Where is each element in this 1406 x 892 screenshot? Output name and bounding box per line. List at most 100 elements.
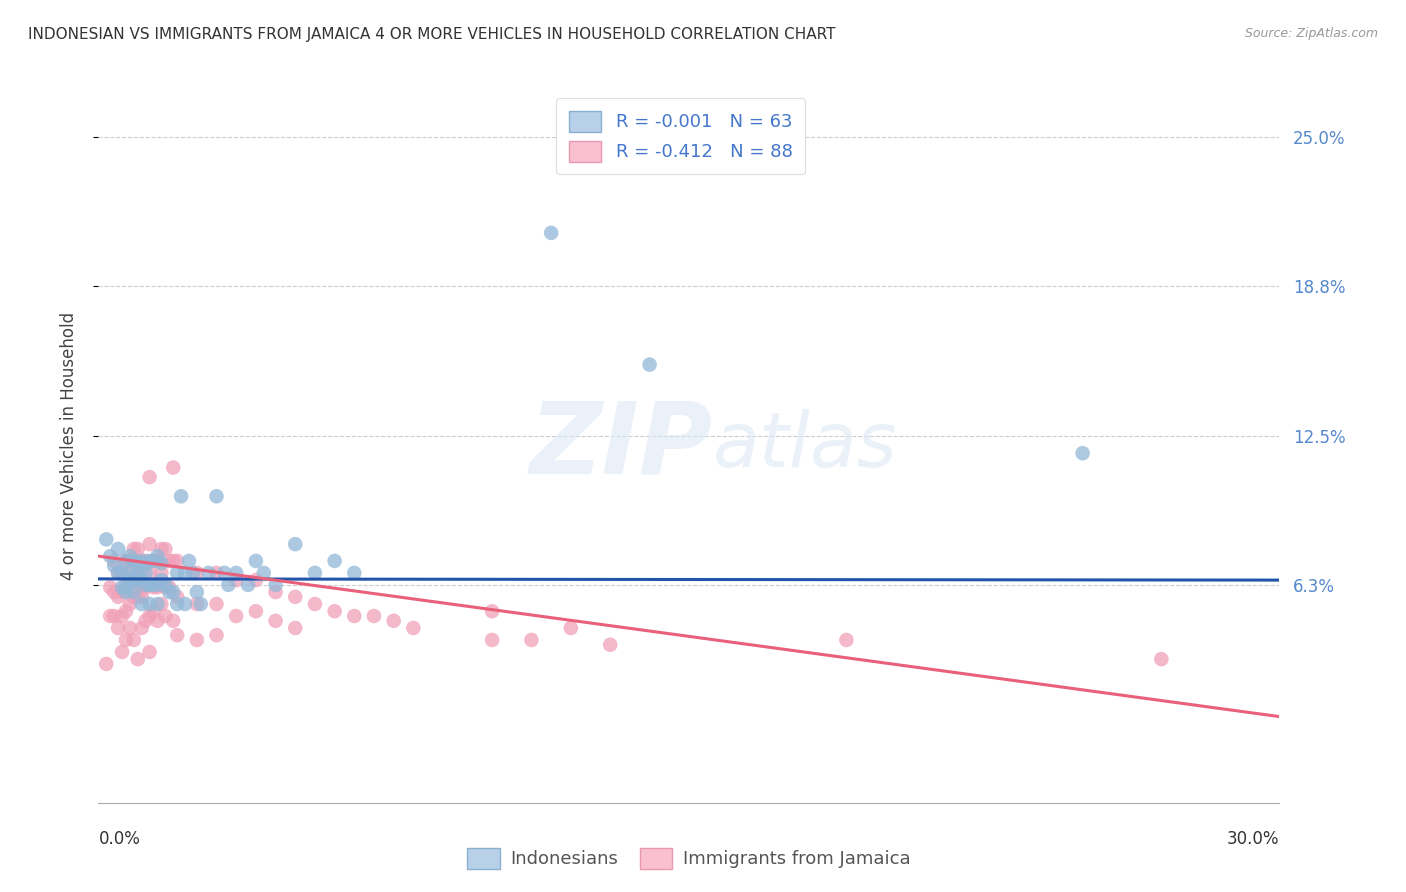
Point	[284, 590, 307, 604]
Point	[118, 578, 141, 592]
Point	[150, 557, 173, 571]
Point	[170, 489, 193, 503]
Point	[118, 573, 141, 587]
Point	[162, 614, 184, 628]
Point	[166, 554, 188, 568]
Point	[205, 597, 228, 611]
Point	[98, 609, 121, 624]
Point	[245, 573, 267, 587]
Point	[177, 554, 200, 568]
Point	[98, 549, 121, 563]
Point	[162, 554, 184, 568]
Point	[111, 609, 134, 624]
Point	[107, 590, 129, 604]
Point	[264, 585, 287, 599]
Point	[540, 226, 562, 240]
Point	[150, 541, 173, 556]
Point	[245, 554, 267, 568]
Point	[323, 604, 346, 618]
Point	[520, 632, 543, 647]
Point	[115, 554, 138, 568]
Point	[304, 566, 326, 580]
Point	[323, 554, 346, 568]
Text: INDONESIAN VS IMMIGRANTS FROM JAMAICA 4 OR MORE VEHICLES IN HOUSEHOLD CORRELATIO: INDONESIAN VS IMMIGRANTS FROM JAMAICA 4 …	[28, 27, 835, 42]
Point	[103, 585, 125, 599]
Point	[111, 580, 134, 594]
Point	[107, 541, 129, 556]
Point	[157, 585, 180, 599]
Point	[118, 597, 141, 611]
Point	[245, 604, 267, 618]
Point	[135, 614, 157, 628]
Point	[118, 549, 141, 563]
Point	[174, 597, 197, 611]
Point	[142, 578, 165, 592]
Point	[142, 580, 165, 594]
Point	[103, 554, 125, 568]
Point	[186, 632, 208, 647]
Point	[150, 597, 173, 611]
Point	[107, 566, 129, 580]
Point	[166, 597, 188, 611]
Point	[402, 621, 425, 635]
Point	[111, 585, 134, 599]
Point	[190, 597, 212, 611]
Point	[111, 566, 134, 580]
Point	[127, 566, 149, 580]
Point	[122, 632, 145, 647]
Point	[146, 549, 169, 563]
Point	[107, 621, 129, 635]
Point	[225, 566, 247, 580]
Point	[1150, 652, 1173, 666]
Point	[155, 609, 177, 624]
Point	[205, 566, 228, 580]
Point	[142, 554, 165, 568]
Point	[166, 590, 188, 604]
Point	[186, 585, 208, 599]
Point	[96, 533, 118, 547]
Point	[1071, 446, 1094, 460]
Point	[264, 614, 287, 628]
Point	[118, 621, 141, 635]
Point	[135, 557, 157, 571]
Point	[146, 578, 169, 592]
Point	[131, 621, 153, 635]
Point	[481, 604, 503, 618]
Point	[138, 470, 160, 484]
Y-axis label: 4 or more Vehicles in Household: 4 or more Vehicles in Household	[59, 312, 77, 580]
Point	[127, 557, 149, 571]
Point	[186, 566, 208, 580]
Point	[284, 537, 307, 551]
Point	[205, 628, 228, 642]
Point	[135, 578, 157, 592]
Point	[157, 580, 180, 594]
Point	[98, 580, 121, 594]
Point	[363, 609, 385, 624]
Point	[127, 541, 149, 556]
Point	[166, 628, 188, 642]
Point	[138, 597, 160, 611]
Point	[131, 554, 153, 568]
Text: Source: ZipAtlas.com: Source: ZipAtlas.com	[1244, 27, 1378, 40]
Point	[127, 590, 149, 604]
Point	[131, 597, 153, 611]
Point	[162, 585, 184, 599]
Point	[343, 609, 366, 624]
Point	[122, 554, 145, 568]
Point	[115, 585, 138, 599]
Point	[155, 580, 177, 594]
Point	[142, 604, 165, 618]
Point	[115, 580, 138, 594]
Point	[481, 632, 503, 647]
Point	[186, 597, 208, 611]
Point	[638, 358, 661, 372]
Point	[122, 541, 145, 556]
Point	[103, 558, 125, 573]
Point	[118, 554, 141, 568]
Point	[146, 580, 169, 594]
Point	[107, 566, 129, 580]
Point	[118, 566, 141, 580]
Point	[111, 645, 134, 659]
Point	[205, 489, 228, 503]
Point	[236, 578, 259, 592]
